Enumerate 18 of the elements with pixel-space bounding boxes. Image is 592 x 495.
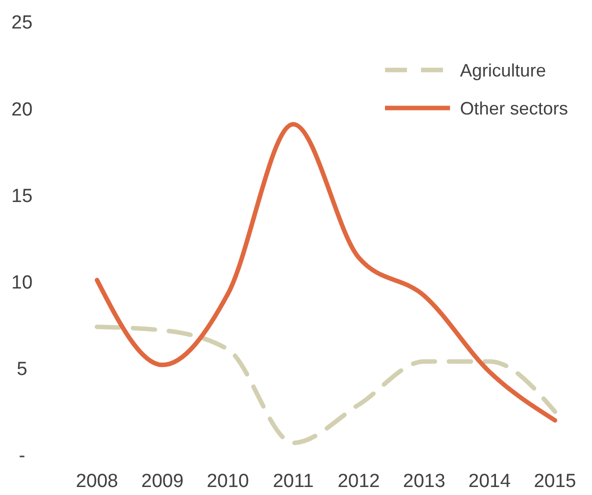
line-series [94, 324, 558, 446]
line-series [94, 122, 558, 423]
x-tick-label: 2008 [76, 471, 118, 492]
legend-label: Agriculture [460, 60, 546, 80]
x-tick-label: 2009 [141, 471, 184, 492]
x-tick-label: 2011 [272, 471, 314, 492]
x-tick-label: 2014 [468, 471, 512, 492]
y-tick-label: 20 [11, 99, 33, 120]
y-tick-label: 25 [11, 12, 33, 34]
legend-label: Other sectors [460, 98, 568, 118]
y-tick-label: - [18, 446, 26, 467]
x-tick-label: 2010 [206, 471, 249, 492]
y-tick-label: 15 [11, 186, 33, 207]
y-tick-label: 5 [16, 359, 28, 380]
x-tick-label: 2015 [534, 471, 576, 492]
y-tick-label: 10 [11, 272, 33, 294]
x-tick-label: 2013 [403, 471, 446, 492]
x-tick-label: 2012 [338, 471, 380, 492]
